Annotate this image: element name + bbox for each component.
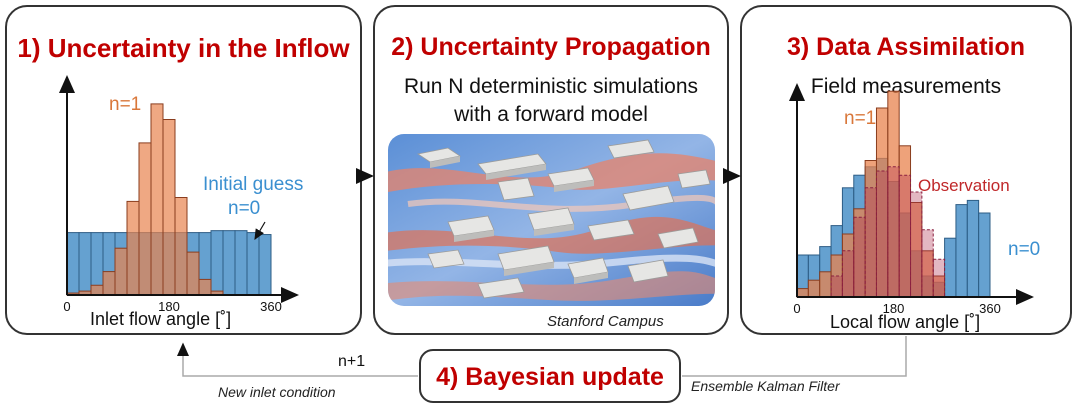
simulation-image <box>388 134 715 306</box>
new-inlet-condition-label: New inlet condition <box>218 384 336 400</box>
label-observation: Observation <box>918 176 1010 195</box>
label-n1: n=1 <box>844 108 876 129</box>
assimilation-histogram: 0 180 360 n=1 Observation n=0 <box>789 83 1040 316</box>
tick-label: 180 <box>883 301 905 316</box>
bar-observation-9 <box>898 174 912 298</box>
panel-title: 1) Uncertainty in the Inflow <box>17 33 350 63</box>
panel-assimilation: 3) Data Assimilation Field measurements … <box>740 5 1072 335</box>
tick-label: 0 <box>63 299 70 314</box>
tick-label: 180 <box>158 299 180 314</box>
x-axis-label: Inlet flow angle [˚] <box>90 309 232 329</box>
panel-title: 4) Bayesian update <box>436 363 664 391</box>
subtitle-line-1: Run N deterministic simulations <box>403 75 699 98</box>
ensemble-kalman-label: Ensemble Kalman Filter <box>691 378 840 394</box>
panel-propagation: 2) Uncertainty Propagation Run N determi… <box>373 5 729 335</box>
panel-title: 3) Data Assimilation <box>786 33 1026 61</box>
label-n0: n=0 <box>228 198 260 219</box>
tick-label: 360 <box>979 301 1001 316</box>
arrow-4-to-1 <box>177 342 418 377</box>
panel-bayesian: 4) Bayesian update <box>419 349 681 403</box>
bar-observation-3 <box>830 275 843 298</box>
tick-label: 360 <box>260 299 282 314</box>
panel-title: 2) Uncertainty Propagation <box>391 33 711 61</box>
bar-observation-7 <box>875 170 889 298</box>
label-initial-guess: Initial guess <box>203 174 303 195</box>
subtitle: Field measurements <box>810 75 1002 98</box>
n0-pointer <box>254 221 266 241</box>
subtitle-line-2: with a forward model <box>454 103 648 126</box>
bar-observation-12 <box>932 258 946 298</box>
inflow-histogram: 0 180 360 n=1 Initial guess n=0 <box>59 75 303 314</box>
bar-observation-11 <box>921 229 934 298</box>
loop-label: n+1 <box>338 353 366 370</box>
tick-label: 0 <box>793 301 800 316</box>
label-n0: n=0 <box>1008 239 1040 260</box>
arrow-3-to-4 <box>682 336 907 377</box>
bar-observation-4 <box>841 250 855 298</box>
panel-inflow: 1) Uncertainty in the Inflow 0 180 360 n=1 I… <box>5 5 362 335</box>
simulation-caption: Stanford Campus <box>547 313 664 330</box>
label-n1: n=1 <box>109 94 141 115</box>
x-axis-label: Local flow angle [˚] <box>830 312 981 332</box>
